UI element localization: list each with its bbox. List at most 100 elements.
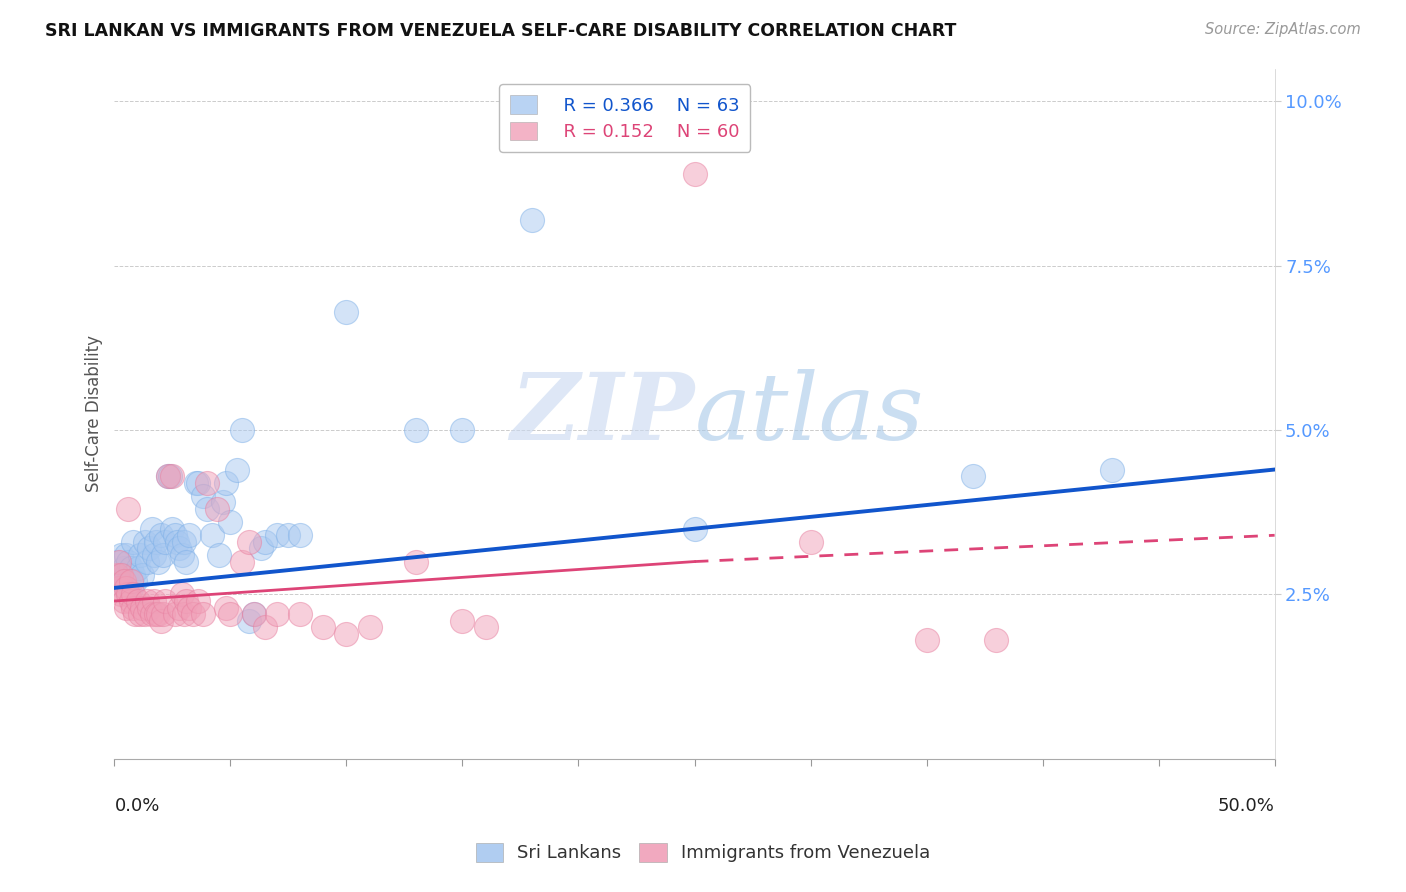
- Point: [249, 541, 271, 556]
- Point: [117, 574, 139, 589]
- Point: [155, 594, 177, 608]
- Text: ZIP: ZIP: [510, 368, 695, 458]
- Point: [112, 594, 135, 608]
- Point: [187, 475, 209, 490]
- Point: [451, 614, 474, 628]
- Point: [405, 423, 427, 437]
- Point: [335, 305, 357, 319]
- Point: [162, 469, 184, 483]
- Point: [170, 587, 193, 601]
- Point: [110, 548, 132, 562]
- Point: [683, 167, 706, 181]
- Point: [166, 534, 188, 549]
- Point: [201, 528, 224, 542]
- Point: [1101, 462, 1123, 476]
- Legend: Sri Lankans, Immigrants from Venezuela: Sri Lankans, Immigrants from Venezuela: [468, 836, 938, 870]
- Point: [277, 528, 299, 542]
- Point: [205, 502, 228, 516]
- Point: [173, 607, 195, 622]
- Point: [142, 548, 165, 562]
- Point: [155, 534, 177, 549]
- Point: [266, 607, 288, 622]
- Text: 50.0%: 50.0%: [1218, 797, 1275, 814]
- Point: [181, 607, 204, 622]
- Point: [115, 600, 138, 615]
- Point: [177, 600, 200, 615]
- Y-axis label: Self-Care Disability: Self-Care Disability: [86, 335, 103, 492]
- Point: [195, 475, 218, 490]
- Point: [129, 607, 152, 622]
- Point: [191, 489, 214, 503]
- Point: [131, 567, 153, 582]
- Point: [142, 594, 165, 608]
- Point: [915, 633, 938, 648]
- Point: [145, 534, 167, 549]
- Point: [120, 581, 142, 595]
- Point: [149, 528, 172, 542]
- Point: [212, 495, 235, 509]
- Point: [187, 594, 209, 608]
- Point: [986, 633, 1008, 648]
- Point: [191, 607, 214, 622]
- Point: [176, 555, 198, 569]
- Point: [156, 469, 179, 483]
- Point: [115, 581, 138, 595]
- Point: [110, 567, 132, 582]
- Point: [134, 534, 156, 549]
- Point: [105, 555, 128, 569]
- Point: [108, 555, 131, 569]
- Point: [254, 534, 277, 549]
- Point: [141, 522, 163, 536]
- Point: [226, 462, 249, 476]
- Point: [159, 469, 181, 483]
- Point: [122, 587, 145, 601]
- Point: [451, 423, 474, 437]
- Point: [288, 528, 311, 542]
- Point: [148, 607, 170, 622]
- Point: [359, 620, 381, 634]
- Point: [312, 620, 335, 634]
- Point: [122, 534, 145, 549]
- Point: [215, 475, 238, 490]
- Point: [335, 627, 357, 641]
- Point: [177, 528, 200, 542]
- Point: [149, 614, 172, 628]
- Point: [242, 607, 264, 622]
- Point: [219, 607, 242, 622]
- Point: [122, 567, 145, 582]
- Point: [122, 600, 145, 615]
- Point: [208, 548, 231, 562]
- Point: [129, 548, 152, 562]
- Point: [145, 607, 167, 622]
- Point: [138, 600, 160, 615]
- Point: [238, 614, 260, 628]
- Text: 0.0%: 0.0%: [114, 797, 160, 814]
- Point: [120, 561, 142, 575]
- Point: [163, 607, 186, 622]
- Point: [117, 587, 139, 601]
- Legend:   R = 0.366    N = 63,   R = 0.152    N = 60: R = 0.366 N = 63, R = 0.152 N = 60: [499, 85, 751, 152]
- Point: [215, 600, 238, 615]
- Text: SRI LANKAN VS IMMIGRANTS FROM VENEZUELA SELF-CARE DISABILITY CORRELATION CHART: SRI LANKAN VS IMMIGRANTS FROM VENEZUELA …: [45, 22, 956, 40]
- Point: [170, 548, 193, 562]
- Point: [156, 469, 179, 483]
- Point: [173, 534, 195, 549]
- Point: [108, 567, 131, 582]
- Point: [474, 620, 496, 634]
- Point: [112, 581, 135, 595]
- Point: [231, 555, 253, 569]
- Point: [169, 541, 191, 556]
- Point: [110, 587, 132, 601]
- Point: [520, 212, 543, 227]
- Text: Source: ZipAtlas.com: Source: ZipAtlas.com: [1205, 22, 1361, 37]
- Point: [152, 548, 174, 562]
- Point: [148, 555, 170, 569]
- Point: [112, 574, 135, 589]
- Point: [124, 574, 146, 589]
- Point: [120, 594, 142, 608]
- Point: [962, 469, 984, 483]
- Point: [124, 607, 146, 622]
- Point: [242, 607, 264, 622]
- Point: [162, 522, 184, 536]
- Point: [112, 561, 135, 575]
